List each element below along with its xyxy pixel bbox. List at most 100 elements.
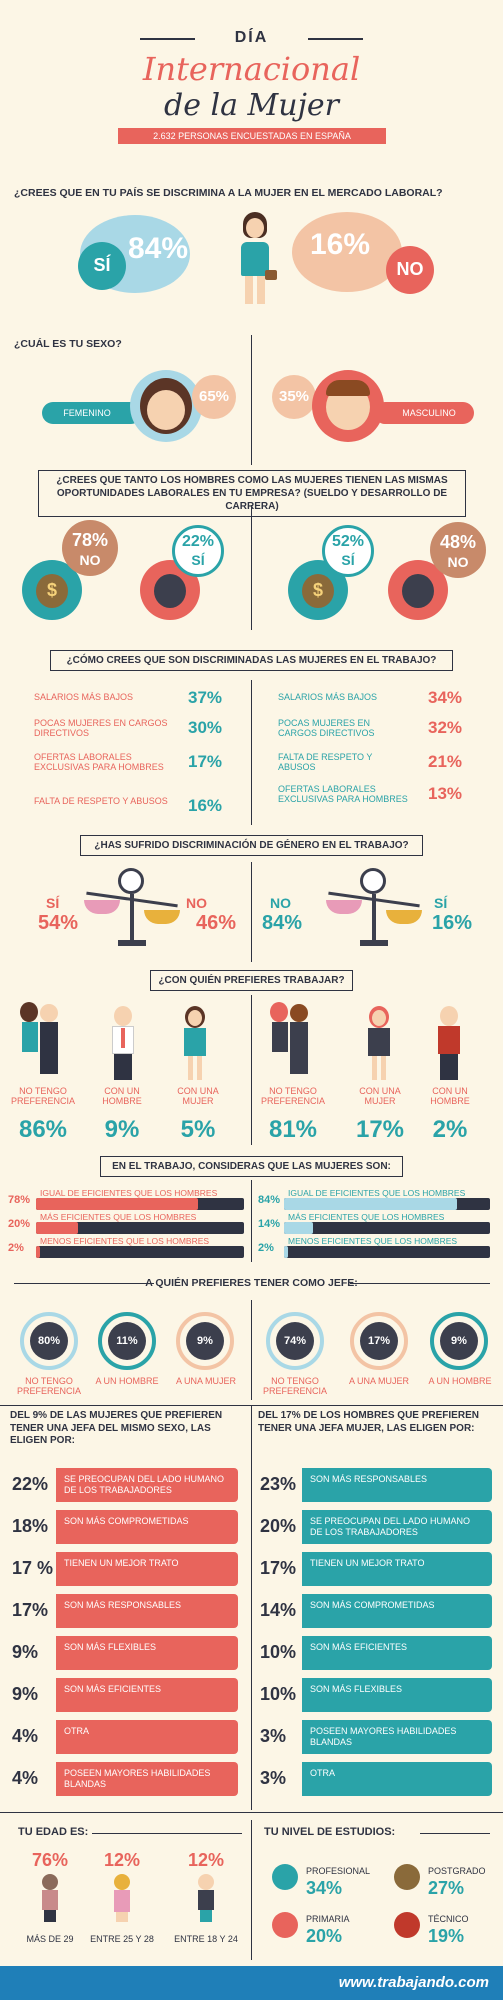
q7-pct: 2% <box>8 1242 24 1254</box>
scale-icon <box>324 868 424 948</box>
age-label: ENTRE 25 Y 28 <box>90 1934 154 1944</box>
q3-right-si-label: SÍ <box>341 552 355 568</box>
q7-label: MÁS EFICIENTES QUE LOS HOMBRES <box>40 1212 197 1222</box>
q9-reason: SON MÁS COMPROMETIDAS <box>302 1594 492 1628</box>
q3-right-no-label: NO <box>447 554 469 570</box>
q6-right-pct: 2% <box>432 1116 468 1143</box>
q9-reason: SON MÁS FLEXIBLES <box>56 1636 238 1670</box>
q6-left-label: NO TENGO PREFERENCIA <box>10 1086 75 1107</box>
q7-pct: 14% <box>258 1218 281 1230</box>
edu-label: POSTGRADO <box>428 1866 486 1876</box>
q3-left-no-pct: 78% <box>71 530 109 550</box>
q7-bar-fill <box>284 1198 458 1210</box>
q9-pct: 22% <box>12 1474 49 1494</box>
q4-left-pct: 37% <box>188 688 223 707</box>
q9-pct: 18% <box>12 1516 49 1536</box>
money-bag-shape <box>302 574 334 608</box>
q9-reason: SE PREOCUPAN DEL LADO HUMANO DE LOS TRAB… <box>56 1468 238 1502</box>
q4-right-pct: 21% <box>428 752 463 771</box>
q1-si-label: SÍ <box>93 255 111 275</box>
q3-right-si-circle <box>322 525 374 577</box>
q8-left-pct: 80% <box>30 1322 68 1360</box>
divider <box>140 38 195 40</box>
q3-right-no-pct: 48% <box>439 532 477 552</box>
q7-pct: 2% <box>258 1242 274 1254</box>
q4-question: ¿CÓMO CREES QUE SON DISCRIMINADAS LAS MU… <box>50 650 453 671</box>
q6-right-label: CON UN HOMBRE <box>430 1086 470 1107</box>
edu-pct: 27% <box>428 1878 465 1898</box>
q7-label: MENOS EFICIENTES QUE LOS HOMBRES <box>40 1236 210 1246</box>
q9-reason: TIENEN UN MEJOR TRATO <box>302 1552 492 1586</box>
q6-right-label: CON UNA MUJER <box>359 1086 401 1107</box>
q3-right-no-circle <box>430 522 486 578</box>
q9-left-title: DEL 9% DE LAS MUJERES QUE PREFIEREN TENE… <box>10 1410 223 1446</box>
man-icon <box>436 1006 462 1080</box>
q9-pct: 17 % <box>12 1558 54 1578</box>
woman-icon <box>40 1874 60 1922</box>
divider <box>251 505 252 630</box>
divider <box>251 680 252 825</box>
q6-left-pct: 86% <box>18 1116 68 1143</box>
q3-left-no-label: NO <box>79 552 101 568</box>
q7-pct: 78% <box>8 1194 31 1206</box>
q9-pct: 9% <box>12 1684 39 1704</box>
q8-left-label: NO TENGO PREFERENCIA <box>16 1376 81 1397</box>
q1-no-bubble <box>292 212 402 292</box>
q6-question: ¿CON QUIÉN PREFIERES TRABAJAR? <box>150 970 353 991</box>
q8-right-pct: 9% <box>440 1322 478 1360</box>
divider <box>251 1300 252 1400</box>
edu-pct: 19% <box>428 1926 465 1946</box>
q9-reason: SON MÁS EFICIENTES <box>56 1678 238 1712</box>
q9-reason: SE PREOCUPAN DEL LADO HUMANO DE LOS TRAB… <box>302 1510 492 1544</box>
q3-left-si-label: SÍ <box>191 552 205 568</box>
q8-left-label: A UNA MUJER <box>175 1376 236 1386</box>
q4-right-pct: 32% <box>428 718 463 737</box>
q8-right-label: NO TENGO PREFERENCIA <box>262 1376 327 1397</box>
q9-reason: POSEEN MAYORES HABILIDADES BLANDAS <box>56 1762 238 1796</box>
q8-question: A QUIÉN PREFIERES TENER COMO JEFE: <box>145 1277 358 1289</box>
divider <box>251 862 252 962</box>
q1-si-circle <box>78 242 126 290</box>
q8-left-ring: 11% <box>98 1312 156 1370</box>
q7-question: EN EL TRABAJO, CONSIDERAS QUE LAS MUJERE… <box>100 1156 403 1177</box>
q7-label: MÁS EFICIENTES QUE LOS HOMBRES <box>288 1212 445 1222</box>
q5-right-no-pct: 84% <box>262 912 303 934</box>
q7-bar-fill <box>36 1198 199 1210</box>
q7-bar <box>36 1222 244 1234</box>
footer-site-link[interactable]: www.trabajando.com <box>338 1974 489 1991</box>
q6-right-pct: 17% <box>355 1116 405 1143</box>
header-dia: DÍA <box>234 29 269 46</box>
divider <box>14 1283 154 1284</box>
student-icon <box>272 1912 298 1938</box>
age-pct: 12% <box>187 1850 225 1870</box>
q4-left-label: POCAS MUJERES EN CARGOS DIRECTIVOS <box>34 718 168 739</box>
edu-label: PROFESIONAL <box>306 1866 371 1876</box>
q4-right-pct: 34% <box>428 688 463 707</box>
no-money-shape <box>154 574 186 608</box>
q9-reason: POSEEN MAYORES HABILIDADES BLANDAS <box>302 1720 492 1754</box>
q2-masc-label: MASCULINO <box>402 408 456 418</box>
divider <box>0 1812 503 1813</box>
man-icon <box>110 1006 136 1080</box>
q7-bar <box>284 1198 490 1210</box>
graduate-cap-icon <box>394 1864 420 1890</box>
divider <box>251 1180 252 1262</box>
money-bag-shape <box>36 574 68 608</box>
q7-bar <box>36 1198 244 1210</box>
q8-right-pct: 17% <box>360 1322 398 1360</box>
q5-question: ¿HAS SUFRIDO DISCRIMINACIÓN DE GÉNERO EN… <box>80 835 423 856</box>
q2-masc-bar <box>374 402 474 424</box>
q7-bar <box>284 1222 490 1234</box>
age-pct: 12% <box>103 1850 141 1870</box>
divider <box>251 335 252 465</box>
q2-fem-bar <box>42 402 142 424</box>
q7-pct: 84% <box>258 1194 281 1206</box>
q8-right-pct: 74% <box>276 1322 314 1360</box>
header-title-line1: Internacional <box>142 50 361 88</box>
q9-reason: OTRA <box>56 1720 238 1754</box>
q4-left-label: SALARIOS MÁS BAJOS <box>34 692 134 702</box>
q5-right-si-label: SÍ <box>434 895 448 911</box>
q7-bar <box>284 1246 490 1258</box>
couple-icon <box>18 1002 62 1080</box>
q9-pct: 23% <box>260 1474 297 1494</box>
